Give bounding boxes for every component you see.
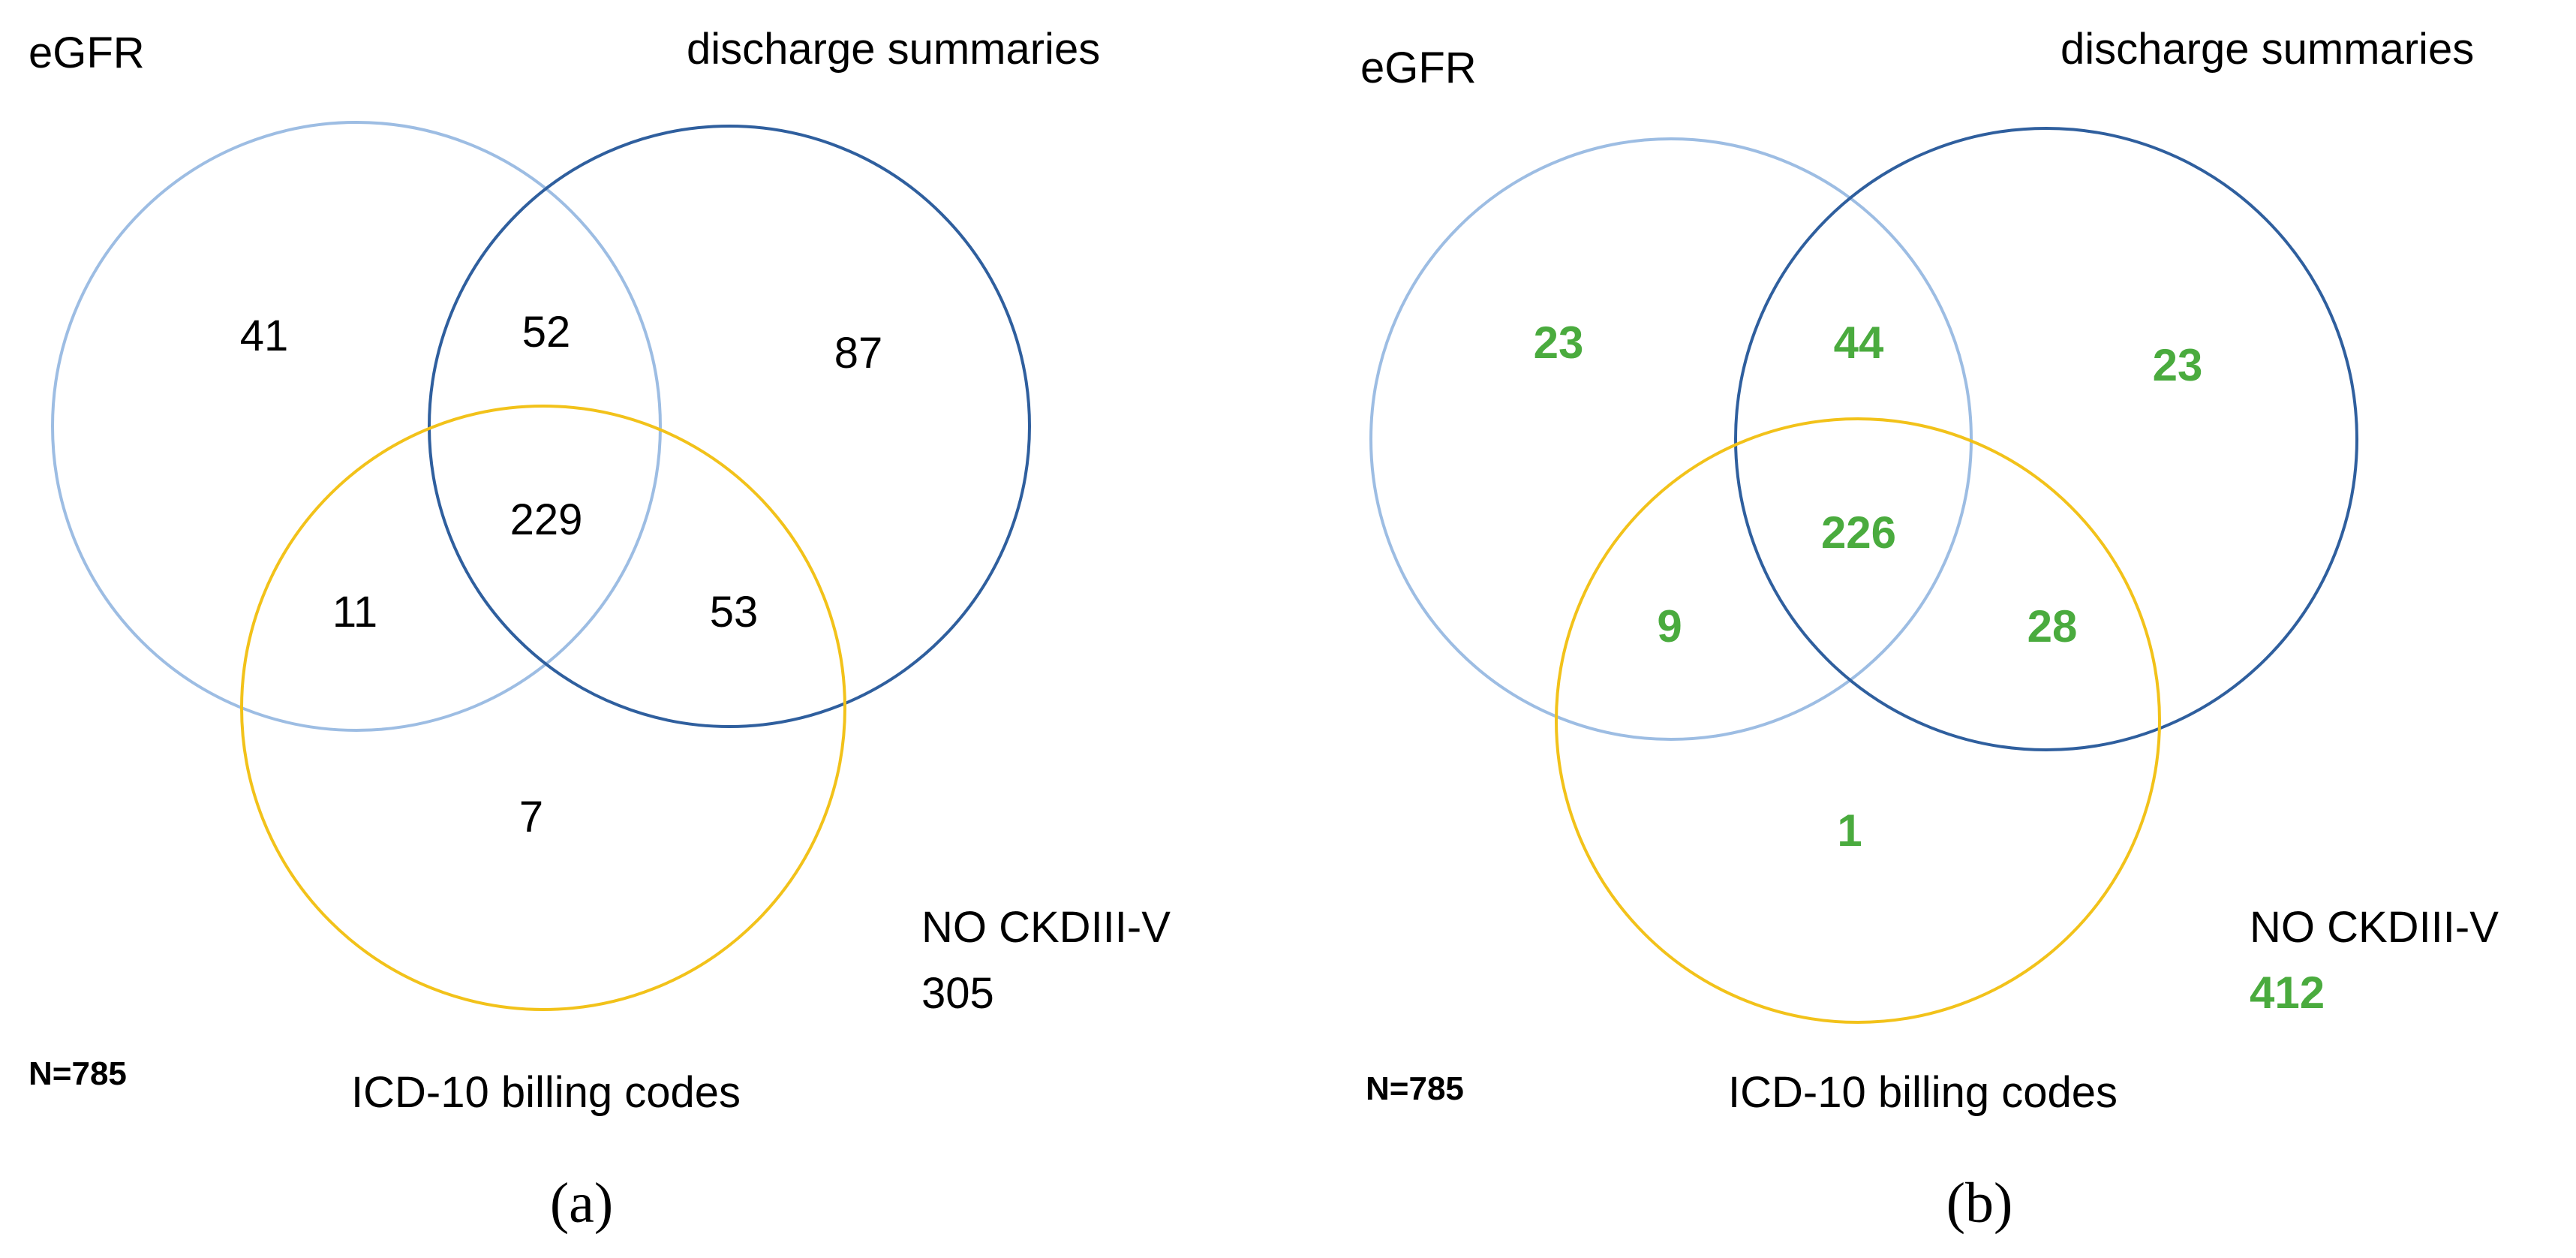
panel-b-egfr-discharge-value: 44	[1834, 318, 1884, 368]
panel-b-none-value: 412	[2250, 968, 2325, 1018]
panel-b-egfr-icd-value: 9	[1657, 601, 1682, 652]
panel-a-egfr-circle	[51, 121, 662, 732]
panel-b-discharge-only-value: 23	[2153, 340, 2203, 390]
panel-b-all-three-value: 226	[1821, 507, 1896, 558]
panel-b-discharge-circle	[1734, 127, 2358, 751]
panel-a-no-ckd-label: NO CKDIII-V	[921, 903, 1171, 952]
panel-b-icd-circle	[1555, 417, 2161, 1024]
panel-b-icd-label: ICD-10 billing codes	[1728, 1068, 2118, 1117]
panel-b-egfr-circle	[1369, 137, 1973, 741]
panel-a-caption: (a)	[550, 1172, 613, 1235]
panel-a-egfr-icd-value: 11	[332, 588, 377, 637]
panel-b-no-ckd-label: NO CKDIII-V	[2250, 903, 2499, 952]
panel-a-discharge-icd-value: 53	[710, 588, 759, 637]
panel-a: eGFR discharge summaries ICD-10 billing …	[29, 25, 1171, 1235]
panel-a-icd-circle	[240, 405, 846, 1011]
panel-a-discharge-circle	[428, 125, 1031, 728]
panel-b-icd-only-value: 1	[1837, 805, 1862, 856]
panel-a-egfr-only-value: 41	[240, 311, 289, 360]
panel-a-all-three-value: 229	[510, 495, 583, 544]
panel-a-egfr-label: eGFR	[29, 29, 145, 77]
panel-a-none-value: 305	[921, 969, 994, 1018]
panel-b-egfr-only-value: 23	[1534, 318, 1584, 368]
panel-a-n-total: N=785	[29, 1055, 127, 1092]
panel-a-egfr-discharge-value: 52	[522, 308, 571, 357]
panel-a-discharge-label: discharge summaries	[687, 25, 1100, 74]
panel-b-egfr-label: eGFR	[1360, 44, 1477, 92]
panel-b-caption: (b)	[1946, 1172, 2013, 1235]
panel-b: eGFR discharge summaries ICD-10 billing …	[1360, 25, 2499, 1235]
panel-b-discharge-icd-value: 28	[2027, 601, 2078, 652]
panel-a-discharge-only-value: 87	[834, 329, 883, 378]
panel-b-discharge-label: discharge summaries	[2060, 25, 2474, 74]
panel-a-icd-label: ICD-10 billing codes	[351, 1068, 741, 1117]
panel-a-icd-only-value: 7	[519, 793, 543, 841]
panel-b-n-total: N=785	[1366, 1070, 1464, 1107]
